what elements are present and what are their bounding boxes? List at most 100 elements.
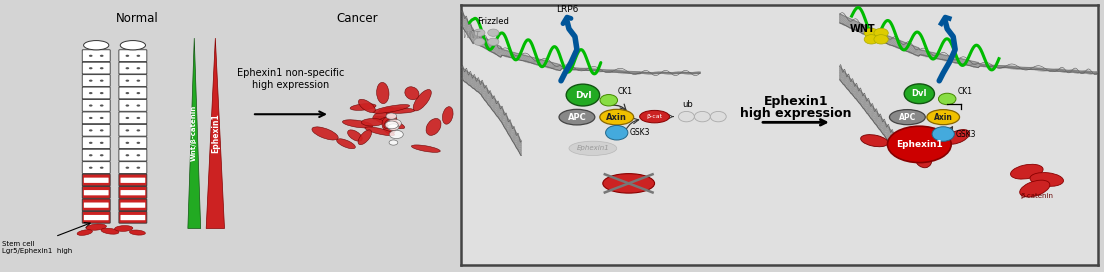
Text: Ephexin1: Ephexin1: [211, 113, 220, 153]
Polygon shape: [188, 38, 201, 228]
Ellipse shape: [927, 110, 959, 125]
Circle shape: [99, 167, 104, 169]
Text: LRP6: LRP6: [555, 5, 578, 14]
Circle shape: [864, 35, 879, 44]
Text: Normal: Normal: [116, 12, 159, 25]
Circle shape: [599, 95, 617, 106]
Text: APC: APC: [567, 113, 586, 122]
FancyBboxPatch shape: [82, 174, 110, 186]
Ellipse shape: [599, 109, 634, 125]
Ellipse shape: [337, 139, 355, 149]
Circle shape: [126, 117, 129, 119]
Ellipse shape: [77, 230, 93, 235]
FancyBboxPatch shape: [82, 100, 110, 111]
Circle shape: [89, 104, 93, 107]
Ellipse shape: [945, 129, 969, 144]
FancyBboxPatch shape: [119, 87, 147, 99]
FancyBboxPatch shape: [119, 174, 147, 186]
Circle shape: [89, 154, 93, 156]
FancyBboxPatch shape: [82, 162, 110, 174]
Text: Wnt/β-catenin: Wnt/β-catenin: [191, 105, 198, 161]
Text: CK1: CK1: [617, 87, 633, 96]
Text: GSK3: GSK3: [956, 130, 976, 139]
Ellipse shape: [861, 135, 889, 147]
Circle shape: [126, 167, 129, 169]
Ellipse shape: [412, 145, 440, 152]
FancyBboxPatch shape: [82, 137, 110, 149]
Circle shape: [566, 84, 599, 106]
Ellipse shape: [350, 104, 376, 110]
Circle shape: [137, 142, 140, 144]
Circle shape: [137, 67, 140, 69]
Ellipse shape: [888, 126, 952, 163]
Polygon shape: [206, 38, 224, 228]
Circle shape: [126, 129, 129, 131]
Ellipse shape: [382, 117, 396, 134]
Ellipse shape: [120, 41, 146, 50]
Text: GSK3: GSK3: [629, 128, 650, 137]
Circle shape: [606, 125, 628, 140]
Circle shape: [385, 121, 399, 129]
Circle shape: [388, 124, 399, 131]
FancyBboxPatch shape: [119, 211, 147, 223]
Text: Axin: Axin: [606, 113, 627, 122]
Circle shape: [938, 93, 956, 105]
Ellipse shape: [386, 112, 397, 123]
Ellipse shape: [359, 99, 375, 113]
Ellipse shape: [380, 108, 415, 113]
Text: Dvl: Dvl: [575, 91, 591, 100]
Ellipse shape: [358, 130, 372, 145]
Ellipse shape: [443, 107, 453, 124]
Ellipse shape: [413, 89, 432, 111]
Ellipse shape: [361, 119, 383, 126]
FancyBboxPatch shape: [82, 112, 110, 124]
Circle shape: [137, 117, 140, 119]
Text: β-catenin: β-catenin: [1020, 193, 1053, 199]
Ellipse shape: [426, 118, 440, 135]
Ellipse shape: [342, 120, 373, 128]
FancyBboxPatch shape: [120, 190, 146, 195]
Circle shape: [89, 129, 93, 131]
Ellipse shape: [1030, 172, 1063, 186]
Ellipse shape: [890, 110, 925, 125]
Text: WNT: WNT: [463, 31, 480, 40]
Ellipse shape: [376, 82, 389, 104]
FancyBboxPatch shape: [119, 137, 147, 149]
Polygon shape: [461, 67, 521, 156]
Polygon shape: [840, 66, 900, 155]
Circle shape: [137, 154, 140, 156]
Text: Dvl: Dvl: [912, 89, 927, 98]
Circle shape: [99, 117, 104, 119]
Circle shape: [126, 67, 129, 69]
Ellipse shape: [129, 230, 146, 235]
Ellipse shape: [86, 224, 106, 230]
Circle shape: [874, 28, 889, 38]
Text: CK1: CK1: [957, 87, 973, 96]
Ellipse shape: [348, 130, 362, 141]
Circle shape: [679, 112, 694, 122]
FancyBboxPatch shape: [82, 149, 110, 161]
FancyBboxPatch shape: [82, 87, 110, 99]
Circle shape: [137, 167, 140, 169]
FancyBboxPatch shape: [120, 202, 146, 208]
Ellipse shape: [84, 41, 109, 50]
Circle shape: [89, 167, 93, 169]
Ellipse shape: [373, 107, 394, 120]
FancyBboxPatch shape: [119, 149, 147, 161]
Ellipse shape: [914, 149, 932, 168]
Ellipse shape: [115, 225, 132, 231]
Circle shape: [388, 119, 402, 128]
Circle shape: [904, 84, 934, 104]
Circle shape: [389, 140, 397, 145]
FancyBboxPatch shape: [82, 75, 110, 86]
FancyBboxPatch shape: [120, 178, 146, 183]
FancyBboxPatch shape: [82, 62, 110, 74]
FancyBboxPatch shape: [119, 75, 147, 86]
FancyBboxPatch shape: [82, 187, 110, 198]
Ellipse shape: [569, 141, 617, 156]
Ellipse shape: [102, 228, 119, 234]
Text: APC: APC: [899, 113, 916, 122]
Circle shape: [99, 92, 104, 94]
FancyBboxPatch shape: [84, 190, 108, 195]
Circle shape: [99, 55, 104, 57]
